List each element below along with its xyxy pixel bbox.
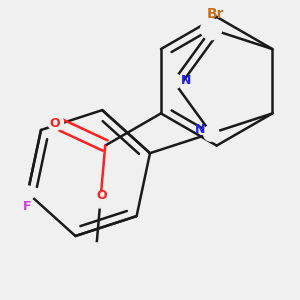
Text: N: N: [195, 123, 205, 136]
Text: F: F: [22, 200, 31, 213]
Circle shape: [48, 115, 64, 130]
Text: N: N: [180, 74, 191, 87]
Circle shape: [93, 192, 108, 208]
Text: O: O: [50, 117, 60, 130]
Circle shape: [91, 243, 101, 254]
Circle shape: [203, 125, 219, 141]
Circle shape: [201, 19, 222, 40]
Circle shape: [166, 74, 181, 89]
Circle shape: [21, 186, 34, 200]
Text: O: O: [96, 189, 106, 202]
Text: Br: Br: [207, 7, 224, 21]
